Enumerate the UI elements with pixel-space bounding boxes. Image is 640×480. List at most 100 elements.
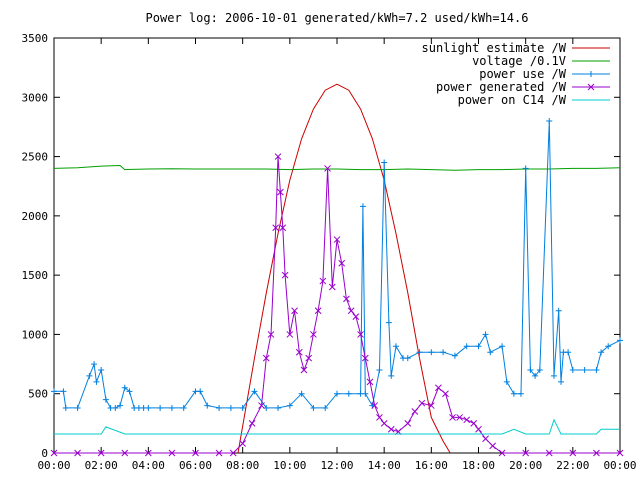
- data-point: [251, 388, 258, 395]
- y-tick-label: 0: [41, 447, 48, 460]
- series-4: [54, 418, 620, 435]
- data-point: [324, 165, 331, 172]
- data-point: [463, 343, 470, 350]
- y-tick-label: 3500: [22, 32, 49, 45]
- legend-label: sunlight estimate /W: [422, 41, 567, 55]
- data-point: [121, 384, 128, 391]
- data-point: [380, 420, 388, 427]
- data-point: [555, 307, 562, 314]
- data-point: [593, 367, 600, 373]
- data-point: [334, 390, 340, 397]
- x-tick-label: 02:00: [85, 459, 118, 472]
- data-point: [569, 449, 577, 457]
- legend-label: power generated /W: [436, 80, 567, 94]
- x-tick-label: 18:00: [462, 459, 495, 472]
- data-point: [388, 372, 395, 379]
- data-point: [522, 165, 529, 172]
- x-tick-label: 00:00: [603, 459, 636, 472]
- data-point: [347, 307, 355, 315]
- data-point: [319, 277, 327, 285]
- data-point: [298, 390, 305, 397]
- data-point: [392, 343, 399, 350]
- x-axis: 00:00 02:00 04:00 06:00 08:00 10:00 12:00 14:00…: [37, 38, 637, 472]
- data-point: [229, 449, 237, 457]
- data-point: [387, 425, 395, 433]
- x-tick-label: 08:00: [226, 459, 259, 472]
- series-0: [237, 83, 451, 454]
- data-point: [328, 283, 336, 291]
- data-point: [605, 343, 612, 350]
- data-point: [569, 367, 576, 373]
- data-point: [503, 378, 510, 385]
- data-point: [239, 440, 247, 447]
- data-point: [262, 354, 270, 362]
- series-2: [51, 118, 623, 411]
- data-point: [381, 159, 388, 166]
- data-point: [362, 390, 369, 397]
- data-point: [385, 319, 392, 326]
- data-point: [300, 366, 308, 374]
- data-point: [418, 399, 426, 407]
- data-point: [510, 390, 517, 397]
- legend-label: power on C14 /W: [458, 93, 567, 107]
- data-point: [272, 224, 280, 232]
- legend-marker: [588, 71, 594, 77]
- legend-label: voltage /0.1V: [472, 54, 566, 68]
- data-point: [376, 367, 383, 373]
- data-point: [267, 331, 275, 338]
- data-point: [499, 343, 506, 350]
- data-point: [343, 295, 350, 303]
- data-point: [440, 349, 447, 356]
- data-point: [352, 313, 360, 320]
- data-point: [310, 404, 317, 411]
- data-point: [314, 307, 322, 315]
- data-point: [216, 404, 223, 411]
- x-tick-label: 00:00: [37, 459, 70, 472]
- data-point: [404, 420, 412, 427]
- data-point: [281, 271, 289, 279]
- y-axis: 0 500 1000 1500 2000 2500 3000 3500: [22, 32, 620, 460]
- data-point: [180, 404, 187, 411]
- series-line: [237, 83, 451, 454]
- data-point: [93, 378, 100, 385]
- x-tick-label: 20:00: [509, 459, 542, 472]
- data-point: [295, 348, 303, 356]
- data-point: [333, 236, 341, 243]
- data-point: [428, 349, 435, 356]
- data-point: [121, 449, 129, 457]
- data-point: [168, 404, 175, 411]
- data-point: [475, 343, 482, 350]
- x-tick-label: 22:00: [556, 459, 589, 472]
- y-tick-label: 500: [28, 388, 48, 401]
- x-tick-label: 06:00: [179, 459, 212, 472]
- data-point: [338, 259, 346, 267]
- data-point: [546, 118, 553, 124]
- data-point: [112, 404, 119, 411]
- data-point: [489, 442, 497, 450]
- data-point: [197, 388, 204, 395]
- series-layer: [50, 83, 624, 457]
- data-point: [359, 203, 366, 210]
- data-point: [498, 449, 506, 457]
- data-point: [451, 352, 458, 359]
- y-tick-label: 2500: [22, 151, 49, 164]
- x-tick-label: 16:00: [415, 459, 448, 472]
- data-point: [157, 404, 164, 411]
- data-point: [593, 449, 600, 457]
- series-line: [53, 164, 621, 171]
- data-point: [416, 349, 423, 356]
- data-point: [598, 349, 605, 356]
- x-tick-label: 12:00: [320, 459, 353, 472]
- data-point: [482, 331, 489, 338]
- data-point: [117, 402, 124, 409]
- data-point: [456, 414, 463, 421]
- data-point: [62, 404, 69, 411]
- data-point: [371, 402, 379, 409]
- data-point: [97, 449, 105, 457]
- data-point: [366, 378, 374, 386]
- data-point: [482, 435, 489, 443]
- data-point: [286, 331, 294, 338]
- data-point: [248, 420, 256, 427]
